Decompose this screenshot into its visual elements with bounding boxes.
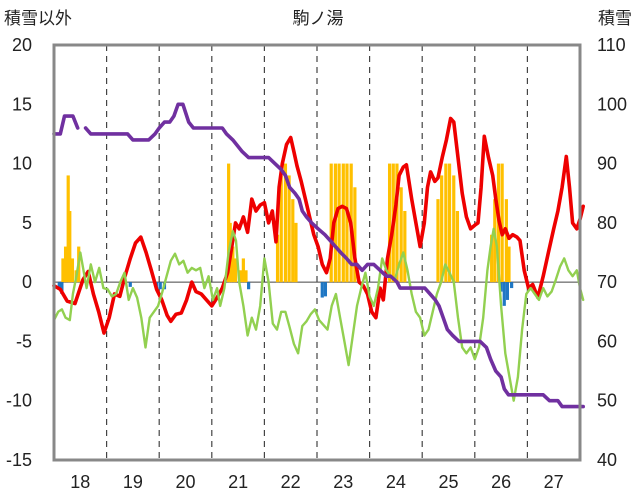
bar <box>279 175 283 283</box>
x-tick-label: 25 <box>438 472 458 492</box>
bar <box>233 258 238 283</box>
bar <box>57 282 61 290</box>
bar <box>291 199 295 283</box>
bar <box>70 258 75 283</box>
x-tick-label: 21 <box>228 472 248 492</box>
y-left-tick-label: -5 <box>16 331 32 351</box>
bar <box>158 282 162 290</box>
bar <box>329 163 333 283</box>
y-left-tick-label: 20 <box>12 35 32 55</box>
bar <box>68 211 72 283</box>
bar <box>499 282 503 292</box>
bar <box>504 199 508 283</box>
bar <box>436 199 440 283</box>
plot-border <box>52 43 582 462</box>
series-line <box>52 114 80 136</box>
bar <box>444 163 448 283</box>
x-tick-label: 18 <box>70 472 90 492</box>
bar <box>502 282 506 306</box>
bar <box>287 175 291 283</box>
y-left-tick-label: 15 <box>12 94 32 114</box>
bar <box>323 282 328 297</box>
y-left-tick-label: 0 <box>22 272 32 292</box>
y-left-tick-label: -10 <box>6 391 32 411</box>
bar <box>452 175 456 283</box>
right-axis-label: 積雪 <box>598 9 632 28</box>
bar <box>399 187 403 283</box>
tick-labels: -15 -10 -5 0 5 10 15 20 40 50 60 70 80 90 100 110 18 19 20… <box>6 35 627 492</box>
bar <box>320 282 324 298</box>
bar <box>247 282 251 290</box>
bar <box>510 282 514 289</box>
bar <box>345 163 349 283</box>
bar <box>241 258 245 283</box>
y-right-tick-label: 70 <box>597 272 617 292</box>
series-line <box>83 102 585 409</box>
y-left-tick-label: -15 <box>6 450 32 470</box>
x-tick-label: 20 <box>175 472 195 492</box>
gridlines <box>54 45 580 460</box>
line-series <box>52 102 585 409</box>
bar <box>239 270 243 283</box>
bar <box>341 163 345 283</box>
bar <box>403 211 407 283</box>
bar <box>505 282 510 300</box>
x-tick-label: 19 <box>123 472 143 492</box>
bar <box>507 246 511 283</box>
chart-title: 駒ノ湯 <box>293 9 344 28</box>
bar <box>244 270 248 283</box>
y-right-tick-label: 50 <box>597 391 617 411</box>
plot-frame <box>52 43 582 462</box>
bar <box>60 282 64 294</box>
bar <box>455 211 460 283</box>
bar <box>63 246 68 283</box>
x-tick-label: 23 <box>333 472 353 492</box>
bar <box>283 163 288 283</box>
bar <box>61 258 65 283</box>
y-right-tick-label: 90 <box>597 154 617 174</box>
series-line <box>52 227 585 402</box>
bar <box>128 282 132 287</box>
y-right-tick-label: 80 <box>597 213 617 233</box>
bar <box>353 187 357 283</box>
series-line <box>52 116 585 335</box>
bar <box>387 163 392 283</box>
x-tick-label: 24 <box>386 472 406 492</box>
bar <box>231 246 235 283</box>
y-right-tick-label: 60 <box>597 331 617 351</box>
y-right-tick-label: 100 <box>597 94 627 114</box>
y-left-tick-label: 10 <box>12 154 32 174</box>
bar <box>275 234 280 283</box>
bar <box>294 222 298 283</box>
y-right-tick-label: 110 <box>597 35 626 55</box>
bar <box>395 163 399 283</box>
bar <box>500 163 504 283</box>
bar <box>447 163 452 283</box>
bar <box>337 163 341 283</box>
x-tick-label: 22 <box>281 472 301 492</box>
x-tick-label: 27 <box>544 472 564 492</box>
y-left-tick-label: 5 <box>22 213 32 233</box>
left-axis-label: 積雪以外 <box>4 9 72 28</box>
bar <box>440 175 444 283</box>
x-tick-label: 26 <box>491 472 511 492</box>
bar <box>490 234 494 283</box>
y-right-tick-label: 40 <box>597 450 617 470</box>
